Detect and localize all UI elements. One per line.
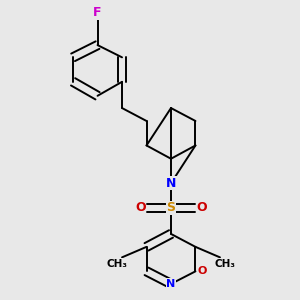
- Text: N: N: [167, 279, 176, 289]
- Text: CH₃: CH₃: [106, 259, 127, 269]
- Text: O: O: [196, 201, 207, 214]
- Text: CH₃: CH₃: [215, 259, 236, 269]
- Text: O: O: [197, 266, 206, 276]
- Text: S: S: [167, 201, 176, 214]
- Text: F: F: [93, 6, 102, 19]
- Text: O: O: [135, 201, 146, 214]
- Text: N: N: [166, 177, 176, 190]
